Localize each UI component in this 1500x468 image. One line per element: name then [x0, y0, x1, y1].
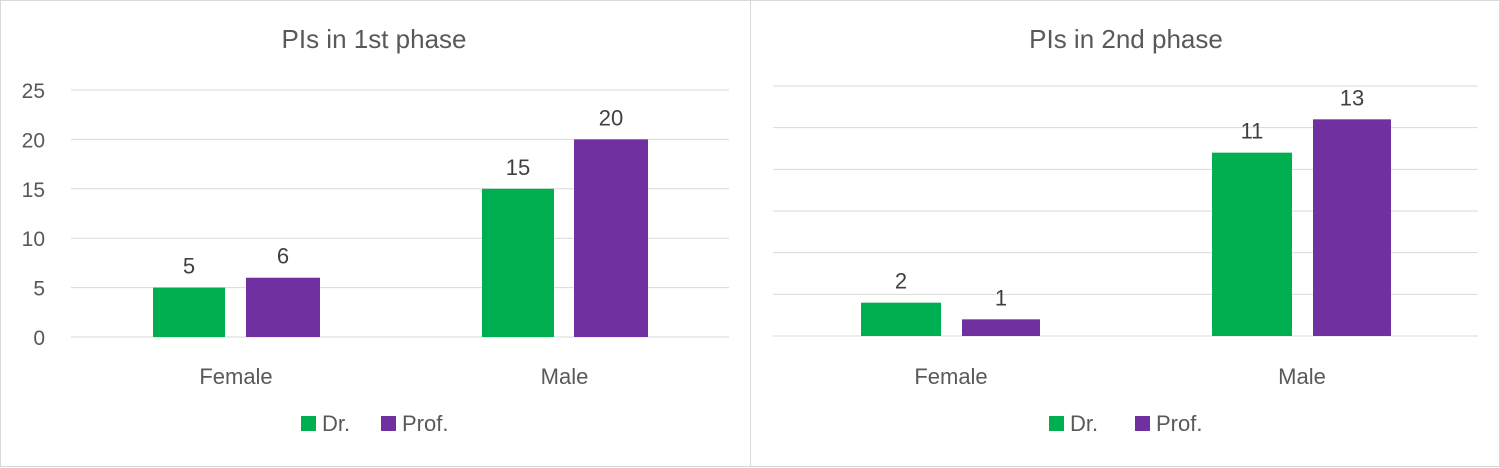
data-label: 5: [183, 254, 195, 279]
legend-label: Prof.: [1156, 411, 1202, 436]
chart-panel-2nd-phase: PIs in 2nd phase 2 11 1 13 Female Male Dr. Prof…: [750, 0, 1500, 467]
x-category-label: Male: [1278, 364, 1326, 389]
x-category-label: Male: [541, 364, 589, 389]
x-category-label: Female: [914, 364, 987, 389]
legend-swatch: [1135, 416, 1150, 431]
y-tick-label: 15: [22, 179, 45, 202]
chart-title: PIs in 1st phase: [282, 24, 467, 54]
y-tick-label: 10: [22, 228, 45, 251]
y-tick-label: 5: [33, 278, 45, 301]
data-label: 13: [1340, 85, 1364, 110]
bar-dr-female: [153, 287, 225, 337]
bar-dr-male: [482, 188, 554, 337]
chart-1st-phase: PIs in 1st phase 0 5 10 15 20 25 5 15 6 20 Female M…: [22, 24, 729, 436]
bar-prof-male: [574, 139, 648, 337]
data-label: 15: [506, 155, 530, 180]
legend-swatch: [1049, 416, 1064, 431]
legend-label: Prof.: [402, 411, 448, 436]
data-label: 20: [599, 105, 623, 130]
bar-dr-male: [1212, 152, 1292, 336]
legend-label: Dr.: [322, 411, 350, 436]
data-label: 2: [895, 269, 907, 294]
data-label: 1: [995, 285, 1007, 310]
data-label: 6: [277, 244, 289, 269]
chart-panel-1st-phase: PIs in 1st phase 0 5 10 15 20 25 5 15 6 20 Female M…: [0, 0, 752, 467]
x-category-label: Female: [199, 364, 272, 389]
bar-prof-female: [962, 319, 1040, 336]
bar-prof-male: [1313, 119, 1391, 336]
chart-title: PIs in 2nd phase: [1029, 24, 1223, 54]
bar-dr-female: [861, 302, 941, 336]
legend-swatch: [301, 416, 316, 431]
data-label: 11: [1241, 119, 1264, 144]
legend-swatch: [381, 416, 396, 431]
legend-label: Dr.: [1070, 411, 1098, 436]
y-tick-label: 20: [22, 129, 45, 152]
bar-prof-female: [246, 277, 320, 337]
y-tick-label: 0: [33, 327, 45, 350]
y-tick-label: 25: [22, 80, 45, 103]
